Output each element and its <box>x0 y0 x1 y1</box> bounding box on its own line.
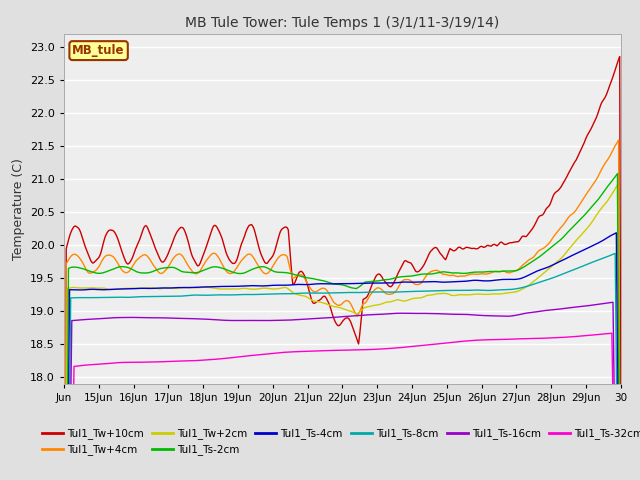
Tul1_Tw+4cm <box>615 137 623 143</box>
Tul1_Tw+2cm <box>604 198 611 204</box>
Tul1_Tw+2cm <box>328 303 335 309</box>
Title: MB Tule Tower: Tule Temps 1 (3/1/11-3/19/14): MB Tule Tower: Tule Temps 1 (3/1/11-3/19… <box>185 16 500 30</box>
Tul1_Ts-4cm <box>392 280 399 286</box>
Tul1_Ts-8cm <box>604 253 611 259</box>
Line: Tul1_Ts-16cm: Tul1_Ts-16cm <box>64 302 621 480</box>
Tul1_Ts-32cm <box>604 331 611 336</box>
Tul1_Ts-4cm <box>328 281 335 287</box>
Tul1_Tw+10cm <box>516 236 524 242</box>
Tul1_Ts-16cm <box>362 312 369 318</box>
Line: Tul1_Ts-32cm: Tul1_Ts-32cm <box>64 333 621 480</box>
Tul1_Tw+10cm <box>324 300 332 305</box>
Tul1_Ts-8cm <box>516 285 524 291</box>
Tul1_Ts-8cm <box>611 251 619 256</box>
Tul1_Ts-2cm <box>516 266 524 272</box>
Tul1_Ts-16cm <box>609 300 617 305</box>
Tul1_Tw+10cm <box>328 310 335 315</box>
Line: Tul1_Tw+2cm: Tul1_Tw+2cm <box>64 185 621 480</box>
Tul1_Ts-16cm <box>516 312 524 317</box>
Tul1_Ts-8cm <box>328 290 335 296</box>
Tul1_Tw+4cm <box>604 157 611 163</box>
Tul1_Ts-8cm <box>324 290 332 296</box>
Tul1_Ts-2cm <box>604 184 611 190</box>
Tul1_Tw+2cm <box>362 304 369 310</box>
Tul1_Ts-8cm <box>362 289 369 295</box>
Tul1_Ts-32cm <box>608 330 616 336</box>
Tul1_Tw+4cm <box>516 264 524 270</box>
Legend: Tul1_Tw+10cm, Tul1_Tw+4cm, Tul1_Tw+2cm, Tul1_Ts-2cm, Tul1_Ts-4cm, Tul1_Ts-8cm, T: Tul1_Tw+10cm, Tul1_Tw+4cm, Tul1_Tw+2cm, … <box>38 424 640 460</box>
Tul1_Ts-4cm <box>324 281 332 287</box>
Line: Tul1_Ts-2cm: Tul1_Ts-2cm <box>64 174 621 480</box>
Tul1_Ts-4cm <box>516 276 524 281</box>
Tul1_Tw+10cm <box>362 295 369 301</box>
Tul1_Ts-16cm <box>392 311 399 316</box>
Tul1_Tw+10cm <box>617 430 625 436</box>
Tul1_Ts-2cm <box>328 280 335 286</box>
Tul1_Ts-16cm <box>324 315 332 321</box>
Text: MB_tule: MB_tule <box>72 44 125 57</box>
Line: Tul1_Tw+10cm: Tul1_Tw+10cm <box>64 57 621 480</box>
Tul1_Ts-32cm <box>324 348 332 353</box>
Tul1_Ts-2cm <box>324 279 332 285</box>
Tul1_Ts-4cm <box>612 230 620 236</box>
Line: Tul1_Tw+4cm: Tul1_Tw+4cm <box>64 140 621 480</box>
Tul1_Tw+10cm <box>616 54 623 60</box>
Tul1_Tw+2cm <box>392 298 399 303</box>
Tul1_Ts-4cm <box>604 235 611 240</box>
Tul1_Tw+4cm <box>328 296 335 302</box>
Tul1_Ts-8cm <box>392 289 399 295</box>
Tul1_Ts-4cm <box>362 280 369 286</box>
Tul1_Ts-32cm <box>392 345 399 351</box>
Tul1_Tw+10cm <box>392 276 399 282</box>
Tul1_Ts-2cm <box>362 279 369 285</box>
Line: Tul1_Ts-8cm: Tul1_Ts-8cm <box>64 253 621 480</box>
Tul1_Ts-32cm <box>516 336 524 342</box>
Tul1_Tw+4cm <box>392 289 399 295</box>
Tul1_Tw+2cm <box>324 302 332 308</box>
Tul1_Tw+10cm <box>604 89 611 95</box>
Tul1_Tw+4cm <box>324 290 332 296</box>
Tul1_Ts-32cm <box>328 348 335 353</box>
Line: Tul1_Ts-4cm: Tul1_Ts-4cm <box>64 233 621 480</box>
Tul1_Tw+2cm <box>614 182 621 188</box>
Tul1_Ts-2cm <box>392 275 399 281</box>
Y-axis label: Temperature (C): Temperature (C) <box>12 158 24 260</box>
Tul1_Tw+2cm <box>516 287 524 293</box>
Tul1_Ts-32cm <box>362 347 369 352</box>
Tul1_Ts-16cm <box>604 300 611 306</box>
Tul1_Tw+4cm <box>362 300 369 306</box>
Tul1_Ts-16cm <box>328 315 335 321</box>
Tul1_Ts-2cm <box>614 171 621 177</box>
